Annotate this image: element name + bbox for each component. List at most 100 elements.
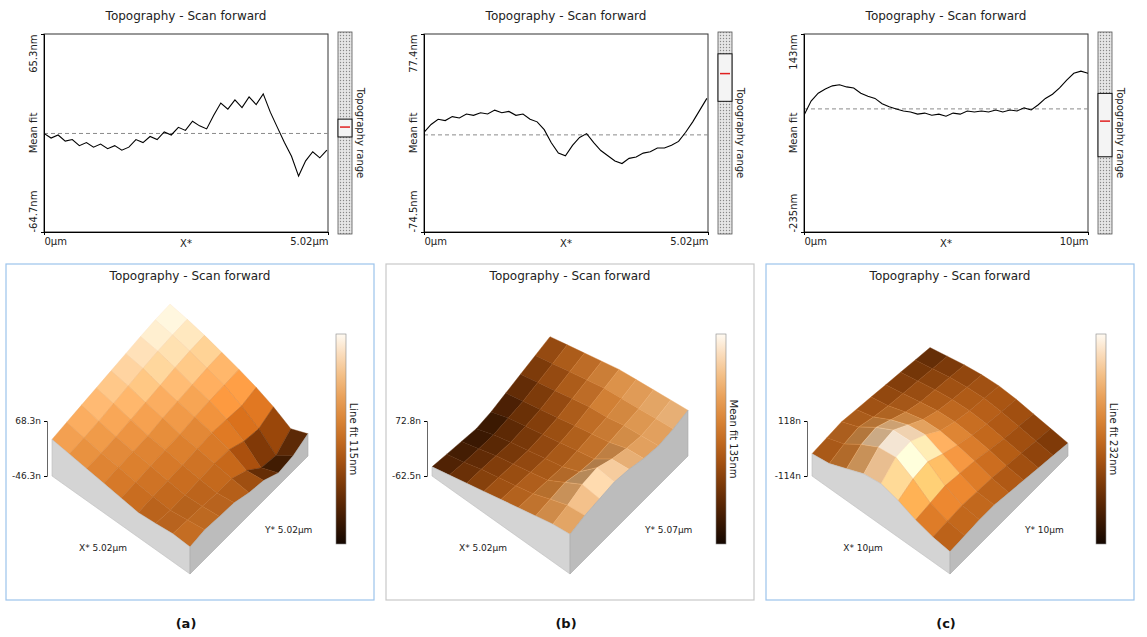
range-marker: [720, 73, 730, 75]
y-axis-title: Y* 10µm: [1024, 525, 1064, 535]
chart-title: Topography - Scan forward: [485, 9, 647, 23]
x-tick-label: 0µm: [425, 236, 447, 247]
chart-title: Topography - Scan forward: [865, 9, 1027, 23]
y-axis-line: [41, 35, 45, 233]
surface-panel: Topography - Scan forward-114n118nX* 10µ…: [766, 264, 1134, 600]
panel-label: (c): [936, 616, 956, 631]
x-axis-title: X*: [180, 238, 192, 249]
panel-label: (a): [176, 616, 197, 631]
plot-frame: [424, 34, 708, 232]
y-tick-mark: [421, 232, 424, 233]
surface-frame: [386, 264, 754, 600]
z-axis: -114n 118n: [775, 416, 808, 481]
color-bar-label: Line fit 232nm: [1108, 403, 1119, 476]
z-tick-label: 68.3n: [15, 416, 41, 426]
surface-base: [52, 358, 308, 476]
surface-wall: [432, 467, 570, 574]
panel-label: (b): [555, 616, 576, 631]
x-tick: 10µm: [1060, 232, 1089, 247]
y-tick-label: -74.5nm: [408, 191, 419, 233]
range-window: [338, 119, 352, 137]
y-tick-mark: [421, 34, 424, 35]
y-axis-title: Y* 5.07µm: [644, 525, 692, 535]
surface-wall: [570, 410, 688, 574]
y-tick: -64.7nm: [28, 191, 44, 233]
surface-wall: [950, 443, 1068, 574]
z-tick-label: 118n: [778, 416, 801, 426]
z-tick: -114n: [775, 471, 807, 481]
z-tick-label: 72.8n: [395, 416, 421, 426]
color-bar-label: Line fit 115nm: [348, 403, 359, 476]
y-tick-mark: [41, 34, 44, 35]
x-tick: 0µm: [45, 232, 67, 247]
y-axis: -64.7nm 65.3nm: [28, 35, 45, 233]
x-axis-title: X*: [940, 238, 952, 249]
y-axis-title: Y* 5.02µm: [264, 525, 312, 535]
y-axis-title: Mean fit: [28, 113, 39, 154]
z-tick: 118n: [778, 416, 807, 426]
plot-frame: [44, 34, 328, 232]
surface-frame: [6, 264, 374, 600]
x-tick-label: 0µm: [805, 236, 827, 247]
y-tick: 143nm: [788, 35, 804, 70]
y-tick-label: 77.4nm: [408, 35, 419, 73]
z-tick-mark: [424, 421, 427, 422]
profile-line: [804, 71, 1088, 116]
x-axis-title: X* 5.02µm: [459, 543, 507, 553]
x-axis-line: [425, 233, 709, 236]
surface-area: [432, 337, 688, 574]
profile-line: [424, 98, 707, 163]
range-window: [1098, 93, 1112, 156]
chart-title: Topography - Scan forward: [109, 269, 271, 283]
color-bar-label: Mean fit 135nm: [728, 400, 739, 479]
figure: Topography - Scan forward -64.7nm 65.3nm Me…: [0, 0, 1147, 637]
z-tick-mark: [804, 476, 807, 477]
x-tick-label: 5.02µm: [670, 236, 708, 247]
color-bar: [1096, 334, 1106, 544]
y-axis-title: Mean fit: [788, 113, 799, 154]
surface-panel: Topography - Scan forward-62.5n72.8nX* 5…: [386, 264, 754, 600]
color-bar: [716, 334, 726, 544]
range-label: Topography range: [1115, 87, 1126, 178]
plot-area: [44, 94, 328, 176]
figure-canvas: Topography - Scan forward -64.7nm 65.3nm Me…: [0, 0, 1147, 637]
z-axis-line: [44, 422, 48, 477]
z-tick-label: -46.3n: [12, 471, 41, 481]
surface-frame: [766, 264, 1134, 600]
y-tick-mark: [801, 232, 804, 233]
x-tick-label: 5.02µm: [290, 236, 328, 247]
x-tick-mark: [44, 232, 45, 235]
y-axis-title: Mean fit: [408, 113, 419, 154]
y-tick: 77.4nm: [408, 35, 424, 73]
plot-area: [424, 98, 708, 163]
surface-area: [812, 348, 1068, 574]
y-axis: -74.5nm 77.4nm: [408, 35, 425, 233]
x-tick: 5.02µm: [670, 232, 708, 247]
x-axis-title: X*: [560, 238, 572, 249]
surface-wall: [190, 434, 308, 574]
y-axis-line: [801, 35, 805, 233]
range-marker: [1100, 120, 1110, 122]
z-tick-label: -62.5n: [392, 471, 421, 481]
x-tick-mark: [804, 232, 805, 235]
chart-title: Topography - Scan forward: [105, 9, 267, 23]
y-tick-mark: [801, 34, 804, 35]
z-tick: 68.3n: [15, 416, 47, 426]
y-tick-mark: [41, 232, 44, 233]
mean-fit-line: [424, 134, 708, 135]
range-bar: [718, 32, 732, 234]
x-tick: 0µm: [805, 232, 827, 247]
surface-wall: [812, 454, 950, 574]
x-tick-mark: [1088, 232, 1089, 235]
y-tick-label: 65.3nm: [28, 35, 39, 73]
x-tick-mark: [328, 232, 329, 235]
x-tick: 5.02µm: [290, 232, 328, 247]
x-tick-label: 0µm: [45, 236, 67, 247]
z-axis: -62.5n 72.8n: [392, 416, 428, 481]
profile-line: [44, 94, 327, 176]
z-tick: 72.8n: [395, 416, 427, 426]
y-tick-label: 143nm: [788, 35, 799, 70]
x-tick-label: 10µm: [1060, 236, 1089, 247]
z-tick: -46.3n: [12, 471, 47, 481]
color-bar: [336, 334, 346, 544]
